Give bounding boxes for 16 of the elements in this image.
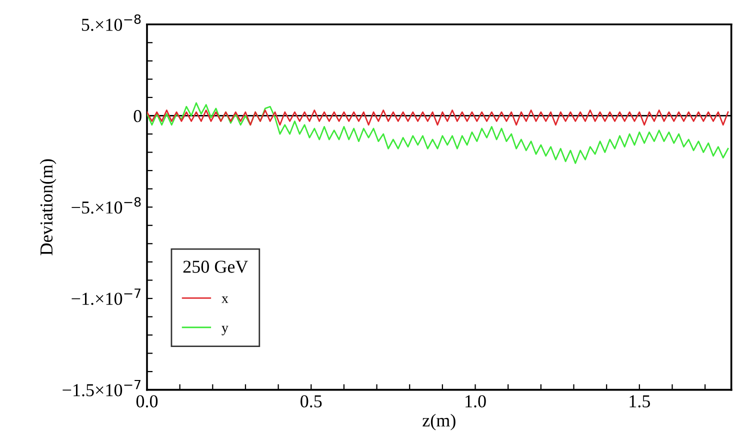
legend-label: x	[222, 296, 228, 303]
x-tick-label: 1.0	[466, 395, 486, 408]
y-axis-title: Deviation(m)	[40, 159, 56, 256]
x-tick-label: 0.5	[300, 395, 322, 408]
x-tick-label: 0.0	[136, 395, 158, 408]
line-series	[147, 110, 729, 126]
legend-label: y	[222, 326, 228, 336]
y-tick-label: −1.×10$^{−7}$	[72, 288, 141, 305]
x-axis-title: z(m)	[422, 414, 456, 430]
y-tick-label: 0	[134, 110, 142, 122]
y-tick-label: 5.×10$^{−8}$	[82, 14, 141, 31]
x-tick-label: 1.5	[630, 395, 650, 408]
legend-title: 250 GeV	[183, 260, 248, 273]
y-tick-label: −1.5×10$^{−7}$	[62, 380, 141, 396]
line-series	[147, 102, 729, 164]
y-tick-label: −5.×10$^{−8}$	[72, 197, 141, 214]
